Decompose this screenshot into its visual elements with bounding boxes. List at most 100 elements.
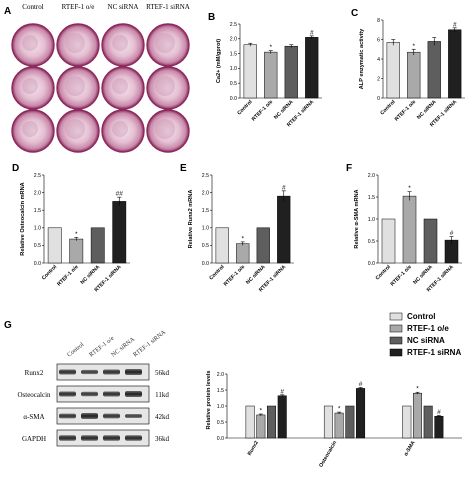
legend-label: RTEF-1 o/e	[407, 324, 449, 333]
legend-label: NC siRNA	[407, 336, 445, 345]
bar-rtef-1-o-e	[402, 195, 417, 264]
blot-band	[81, 413, 98, 419]
y-axis-label: ALP enzymatic activity	[359, 28, 365, 89]
y-tick-label: 0.5	[368, 239, 375, 245]
y-axis-label: Relative Runx2 mRNA	[188, 190, 194, 249]
y-tick-label: 1.0	[217, 404, 224, 410]
y-tick-label: 1.5	[217, 388, 224, 394]
culture-dish	[146, 66, 190, 110]
panel-d: D 0.0 0.5 1.0 1.5 2.0 2.5 Relative Osteocalcin …	[12, 163, 130, 293]
blot-band	[103, 369, 120, 375]
culture-dish	[101, 109, 145, 153]
y-tick-label: 0	[377, 96, 380, 102]
bar-rtef-1-o-e	[69, 238, 84, 264]
x-tick-label: Control	[41, 264, 59, 282]
blot-band	[59, 413, 76, 419]
x-tick-label: Control	[236, 99, 254, 117]
blot-band	[59, 435, 76, 441]
panel-letter: E	[180, 163, 187, 174]
blot-band	[81, 369, 98, 375]
panel-a-column-label: NC siRNA	[108, 3, 139, 11]
blot-band	[125, 391, 142, 397]
panel-a-column-label: RTEF-1 o/e	[62, 3, 95, 11]
y-axis-label: Relative Osteocalcin mRNA	[20, 182, 26, 255]
y-tick-label: 1.5	[202, 208, 209, 214]
culture-dish	[11, 109, 55, 153]
significance-mark: #	[282, 184, 286, 191]
panel-letter: C	[351, 8, 358, 19]
bar-rtef-1-sirna	[448, 29, 462, 99]
bar-rtef-1-o-e	[412, 392, 422, 439]
blot-column-label: RTEF-1 siRNA	[132, 329, 168, 359]
blot-band	[81, 435, 98, 441]
legend-label: Control	[407, 312, 435, 321]
x-tick-label: RTEF-1 o/e	[390, 264, 413, 287]
panel-a-column-label: Control	[22, 3, 43, 11]
bar-rtef-1-sirna	[305, 37, 319, 99]
blot-band	[125, 414, 142, 418]
bar-nc-sirna	[90, 227, 105, 264]
bar-rtef-1-sirna	[277, 195, 291, 264]
panel-letter-a: A	[4, 6, 11, 17]
significance-mark: *	[338, 406, 341, 413]
blot-column-label: Control	[66, 341, 86, 359]
y-tick-label: 1.0	[202, 226, 209, 232]
panel-letter-g: G	[4, 320, 12, 331]
y-tick-label: 2	[377, 76, 380, 82]
bar-control	[381, 218, 396, 264]
bar-control	[215, 227, 229, 264]
bar-rtef-1-sirna	[112, 201, 127, 264]
legend-swatch	[389, 336, 403, 345]
culture-dish	[56, 109, 100, 153]
significance-mark: *	[241, 235, 244, 242]
x-tick-label: RTEF-1 o/e	[251, 99, 274, 122]
x-tick-label: Control	[379, 99, 397, 117]
blot-band	[81, 391, 98, 397]
significance-mark: *	[269, 44, 272, 51]
x-tick-label: α-SMA	[403, 440, 417, 457]
significance-mark: #	[310, 29, 314, 36]
y-tick-label: 1.0	[368, 217, 375, 223]
panel-letter: B	[208, 12, 215, 23]
bar-nc-sirna	[423, 218, 438, 264]
culture-dish	[56, 23, 100, 67]
bar-control	[47, 227, 62, 264]
y-tick-label: 0.0	[368, 261, 375, 267]
bar-rtef-1-o-e	[236, 243, 250, 264]
panel-a: A Control RTEF-1 o/e NC siRNA RTEF-1 siRNA	[4, 3, 190, 153]
y-tick-label: 0.0	[217, 436, 224, 442]
blot-size-label: 36kd	[155, 435, 170, 443]
significance-mark: *	[408, 185, 411, 192]
blot-protein-label: GAPDH	[22, 435, 46, 443]
bar-nc-sirna	[256, 227, 270, 264]
y-tick-label: 2.0	[217, 372, 224, 378]
panel-a-column-label: RTEF-1 siRNA	[146, 3, 190, 11]
significance-mark: *	[416, 386, 419, 393]
y-tick-label: 1.0	[230, 66, 237, 72]
x-tick-label: Osteocalcin	[318, 440, 338, 468]
y-tick-label: 2.5	[34, 173, 41, 179]
bar-nc-sirna	[423, 405, 433, 439]
y-tick-label: 0.5	[217, 420, 224, 426]
y-tick-label: 0.5	[34, 243, 41, 249]
culture-dish	[146, 23, 190, 67]
bar-control	[386, 42, 400, 99]
culture-dish	[56, 66, 100, 110]
panel-b: B 0.0 0.5 1.0 1.5 2.0 2.5 Ca2+ (mM/gprot) Contro…	[208, 12, 322, 128]
blot-size-label: 11kd	[155, 391, 169, 399]
x-tick-label: RTEF-1 o/e	[394, 99, 417, 122]
y-tick-label: 1.5	[230, 51, 237, 57]
bar-rtef-1-o-e	[264, 51, 278, 99]
blot-protein-label: α-SMA	[23, 413, 44, 421]
bar-nc-sirna	[267, 405, 277, 439]
blot-band	[103, 413, 120, 419]
panel-letter: D	[12, 163, 19, 174]
significance-mark: *	[260, 408, 263, 415]
y-tick-label: 0.0	[202, 261, 209, 267]
y-tick-label: 8	[377, 18, 380, 24]
culture-dish	[101, 66, 145, 110]
panel-f: F 0.0 0.5 1.0 1.5 2.0 Relative α-SMA mRNA Contr…	[346, 163, 462, 293]
culture-dish	[11, 23, 55, 67]
bar-nc-sirna	[284, 45, 298, 99]
significance-mark: #	[359, 381, 363, 388]
